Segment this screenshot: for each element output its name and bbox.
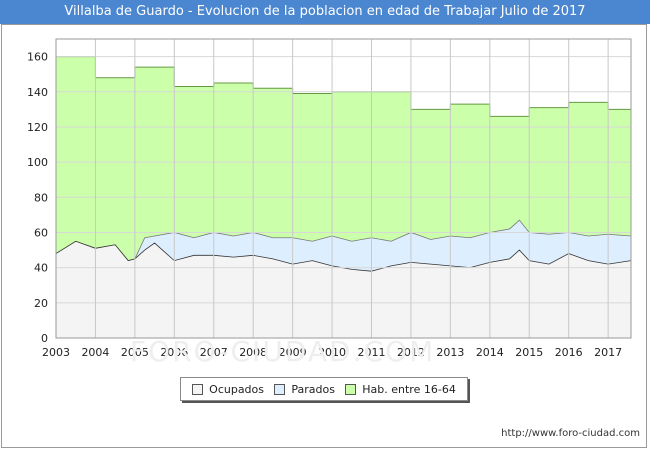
x-tick-label-2005: 2005 [121, 346, 149, 359]
x-tick-label-2017: 2017 [594, 346, 622, 359]
chart-frame: 0 20 40 60 80 100 120 140 160 2003 2004 2005 2006 200… [1, 24, 647, 448]
y-tick-label-20: 20 [34, 297, 48, 310]
x-tick-label-2013: 2013 [436, 346, 464, 359]
x-tick-label-2015: 2015 [515, 346, 543, 359]
y-tick-label-60: 60 [34, 226, 48, 239]
y-tick-label-80: 80 [34, 191, 48, 204]
legend-label-parados: Parados [291, 382, 335, 396]
x-tick-label-2012: 2012 [397, 346, 425, 359]
chart-legend: Ocupados Parados Hab. entre 16-64 [180, 377, 468, 401]
x-tick-label-2009: 2009 [279, 346, 307, 359]
x-tick-label-2010: 2010 [318, 346, 346, 359]
legend-label-ocupados: Ocupados [209, 382, 265, 396]
legend-swatch-parados [274, 383, 286, 395]
chart-plot: 0 20 40 60 80 100 120 140 160 2003 2004 2005 2006 200… [27, 38, 632, 359]
area-ocupados [56, 241, 631, 338]
legend-swatch-ocupados [192, 383, 204, 395]
x-tick-label-2007: 2007 [200, 346, 228, 359]
x-tick-label-2011: 2011 [358, 346, 386, 359]
y-tick-label-40: 40 [34, 262, 48, 275]
legend-item-parados: Parados [274, 383, 335, 396]
legend-item-ocupados: Ocupados [192, 383, 264, 396]
x-tick-label-2004: 2004 [81, 346, 109, 359]
x-tick-label-2014: 2014 [476, 346, 504, 359]
legend-swatch-hab [345, 383, 357, 395]
y-tick-label-160: 160 [27, 51, 48, 64]
y-tick-label-140: 140 [27, 86, 48, 99]
y-tick-label-120: 120 [27, 121, 48, 134]
chart-title: Villalba de Guardo - Evolucion de la pob… [0, 0, 650, 24]
x-tick-label-2016: 2016 [555, 346, 583, 359]
y-tick-label-0: 0 [41, 332, 48, 345]
legend-label-hab: Hab. entre 16-64 [362, 382, 456, 396]
watermark: FORO-CIUDAD.COM [130, 335, 436, 368]
legend-item-hab: Hab. entre 16-64 [345, 383, 456, 396]
footer-url[interactable]: http://www.foro-ciudad.com [501, 428, 640, 439]
x-tick-label-2008: 2008 [239, 346, 267, 359]
x-tick-label-2003: 2003 [42, 346, 70, 359]
x-tick-label-2006: 2006 [160, 346, 188, 359]
y-tick-label-100: 100 [27, 156, 48, 169]
plot-border [55, 38, 632, 339]
